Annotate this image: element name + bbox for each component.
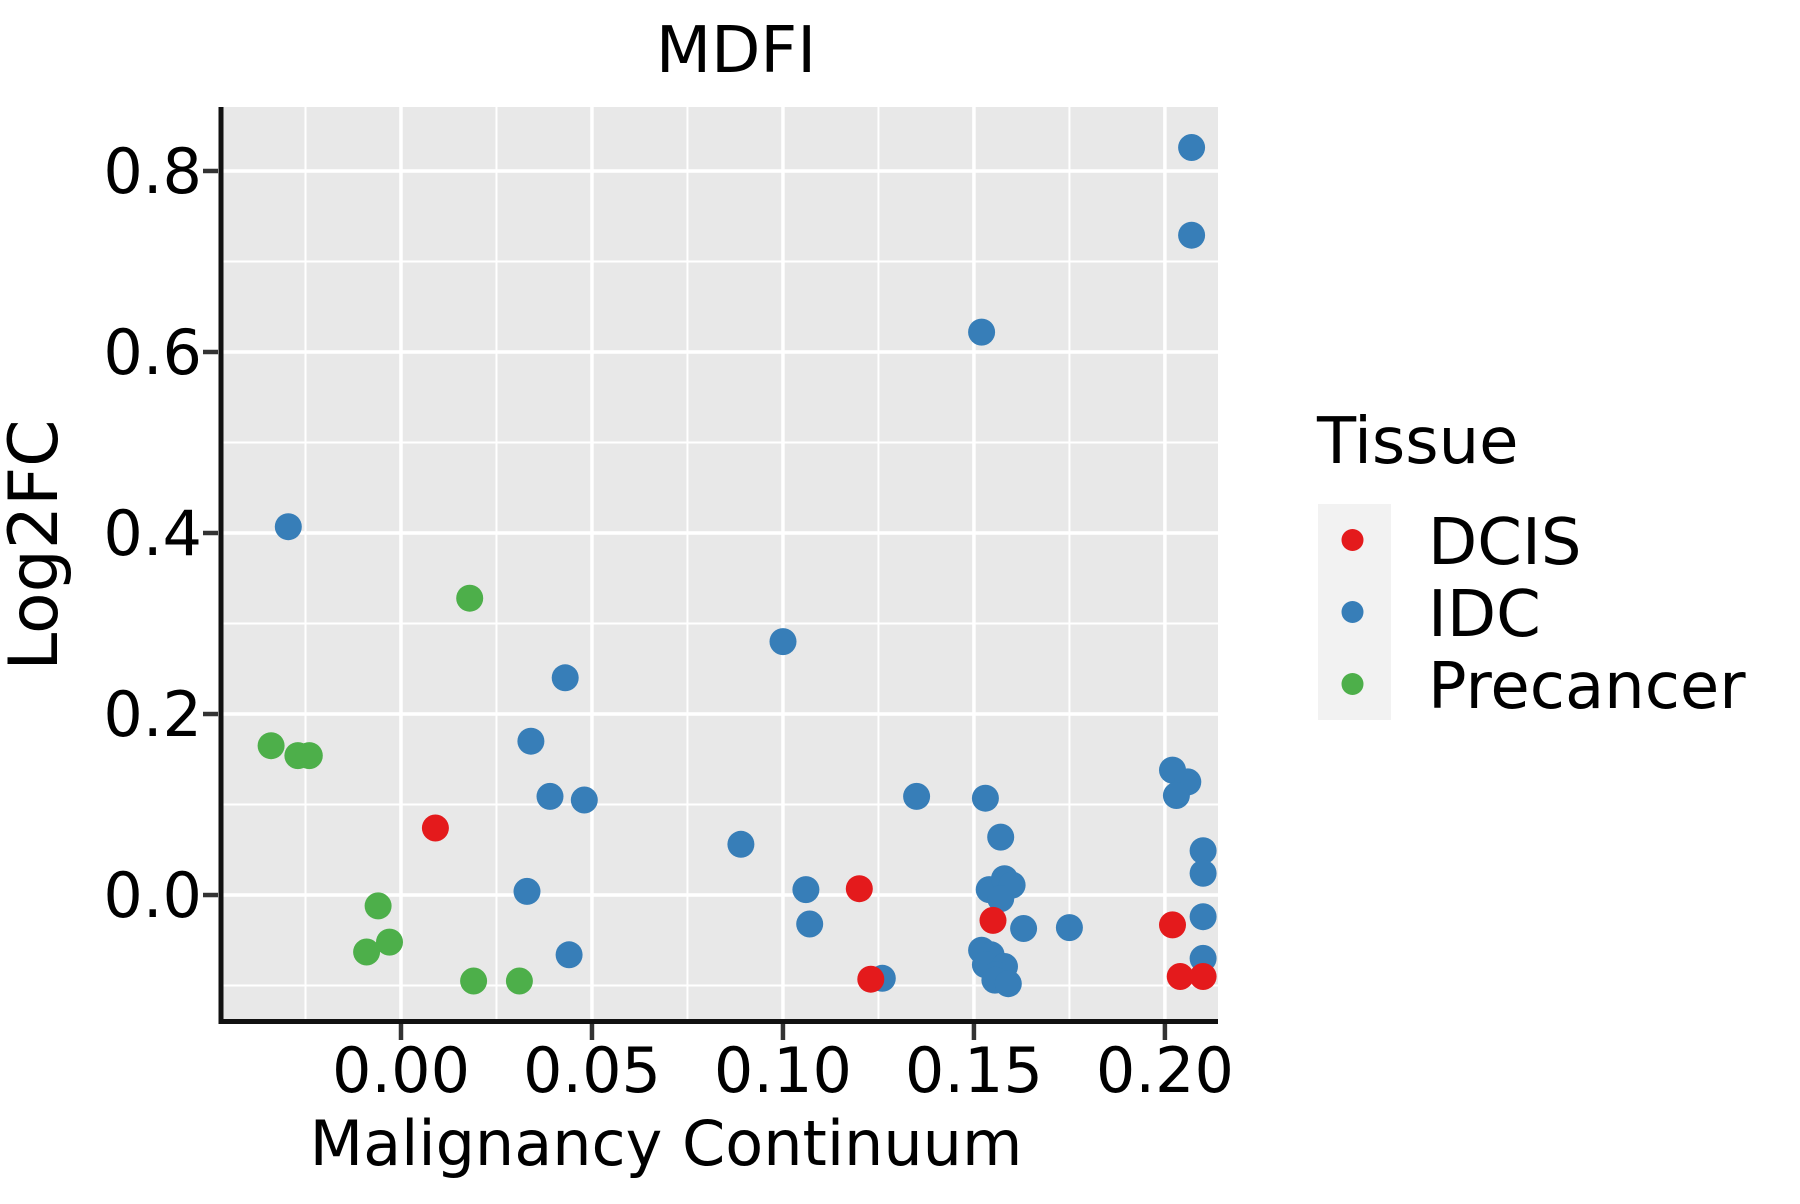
y-axis-label: Log2FC [0, 419, 74, 670]
y-tick-label: 0.8 [103, 135, 202, 208]
y-tick-label: 0.6 [103, 316, 202, 389]
data-point-idc [971, 784, 999, 812]
data-point-precancer [364, 892, 392, 920]
data-point-dcis [857, 965, 885, 993]
data-point-idc [1178, 221, 1206, 249]
data-point-dcis [845, 875, 873, 903]
data-point-precancer [353, 938, 381, 966]
data-point-precancer [257, 732, 285, 760]
legend-label-idc: IDC [1428, 578, 1541, 652]
axes-layer [203, 107, 1218, 1040]
data-point-precancer [376, 928, 403, 956]
legend-marker-idc [1341, 601, 1364, 623]
plot-panel-background [223, 107, 1218, 1021]
x-tick-label: 0.00 [332, 1034, 470, 1107]
data-point-precancer [295, 742, 323, 770]
data-point-idc [1055, 914, 1083, 942]
data-point-dcis [979, 906, 1007, 934]
data-point-idc [968, 318, 996, 346]
data-point-idc [274, 513, 302, 541]
data-point-dcis [421, 814, 449, 842]
data-point-precancer [505, 967, 533, 995]
data-point-idc [1162, 782, 1190, 809]
x-tick-label: 0.20 [1096, 1034, 1234, 1107]
x-tick-label: 0.15 [905, 1034, 1043, 1107]
legend-marker-precancer [1341, 673, 1364, 695]
data-point-idc [513, 877, 541, 905]
legend-label-dcis: DCIS [1428, 506, 1581, 580]
legend-marker-dcis [1341, 529, 1364, 551]
data-point-idc [792, 876, 820, 904]
data-point-idc [769, 628, 797, 656]
data-point-idc [727, 830, 755, 858]
y-tick-label: 0.2 [103, 678, 202, 751]
panel-layer [223, 107, 1218, 1021]
legend-label-precancer: Precancer [1428, 650, 1746, 724]
y-tick-label: 0.0 [103, 859, 202, 932]
data-point-idc [1178, 134, 1206, 161]
data-point-precancer [456, 584, 484, 612]
chart-title: MDFI [656, 14, 816, 88]
data-point-idc [987, 885, 1015, 913]
data-point-dcis [1189, 963, 1217, 990]
data-point-precancer [460, 967, 488, 995]
data-point-idc [1189, 903, 1217, 931]
x-axis-label: Malignancy Continuum [310, 1107, 1023, 1180]
grid-layer [223, 107, 1218, 1021]
x-tick-label: 0.10 [714, 1034, 852, 1107]
x-tick-label: 0.05 [523, 1034, 661, 1107]
data-point-idc [1010, 915, 1038, 942]
data-point-idc [1189, 837, 1217, 865]
legend-title: Tissue [1316, 405, 1519, 479]
data-point-idc [903, 782, 931, 810]
data-point-idc [987, 823, 1015, 851]
data-point-dcis [1159, 911, 1186, 939]
points-layer [257, 134, 1217, 998]
data-point-idc [551, 664, 579, 692]
tick-label-layer: 0.0 0.2 0.4 0.6 0.8 0.00 0.05 0.10 0.15 0.20 [103, 135, 1234, 1107]
data-point-idc [555, 941, 583, 969]
data-point-idc [536, 782, 564, 810]
y-tick-label: 0.4 [103, 497, 202, 570]
data-point-idc [517, 727, 545, 755]
data-point-idc [1189, 859, 1217, 887]
data-point-idc [796, 910, 824, 938]
data-point-idc [994, 970, 1022, 998]
data-point-idc [570, 786, 598, 814]
data-point-dcis [1166, 963, 1194, 990]
